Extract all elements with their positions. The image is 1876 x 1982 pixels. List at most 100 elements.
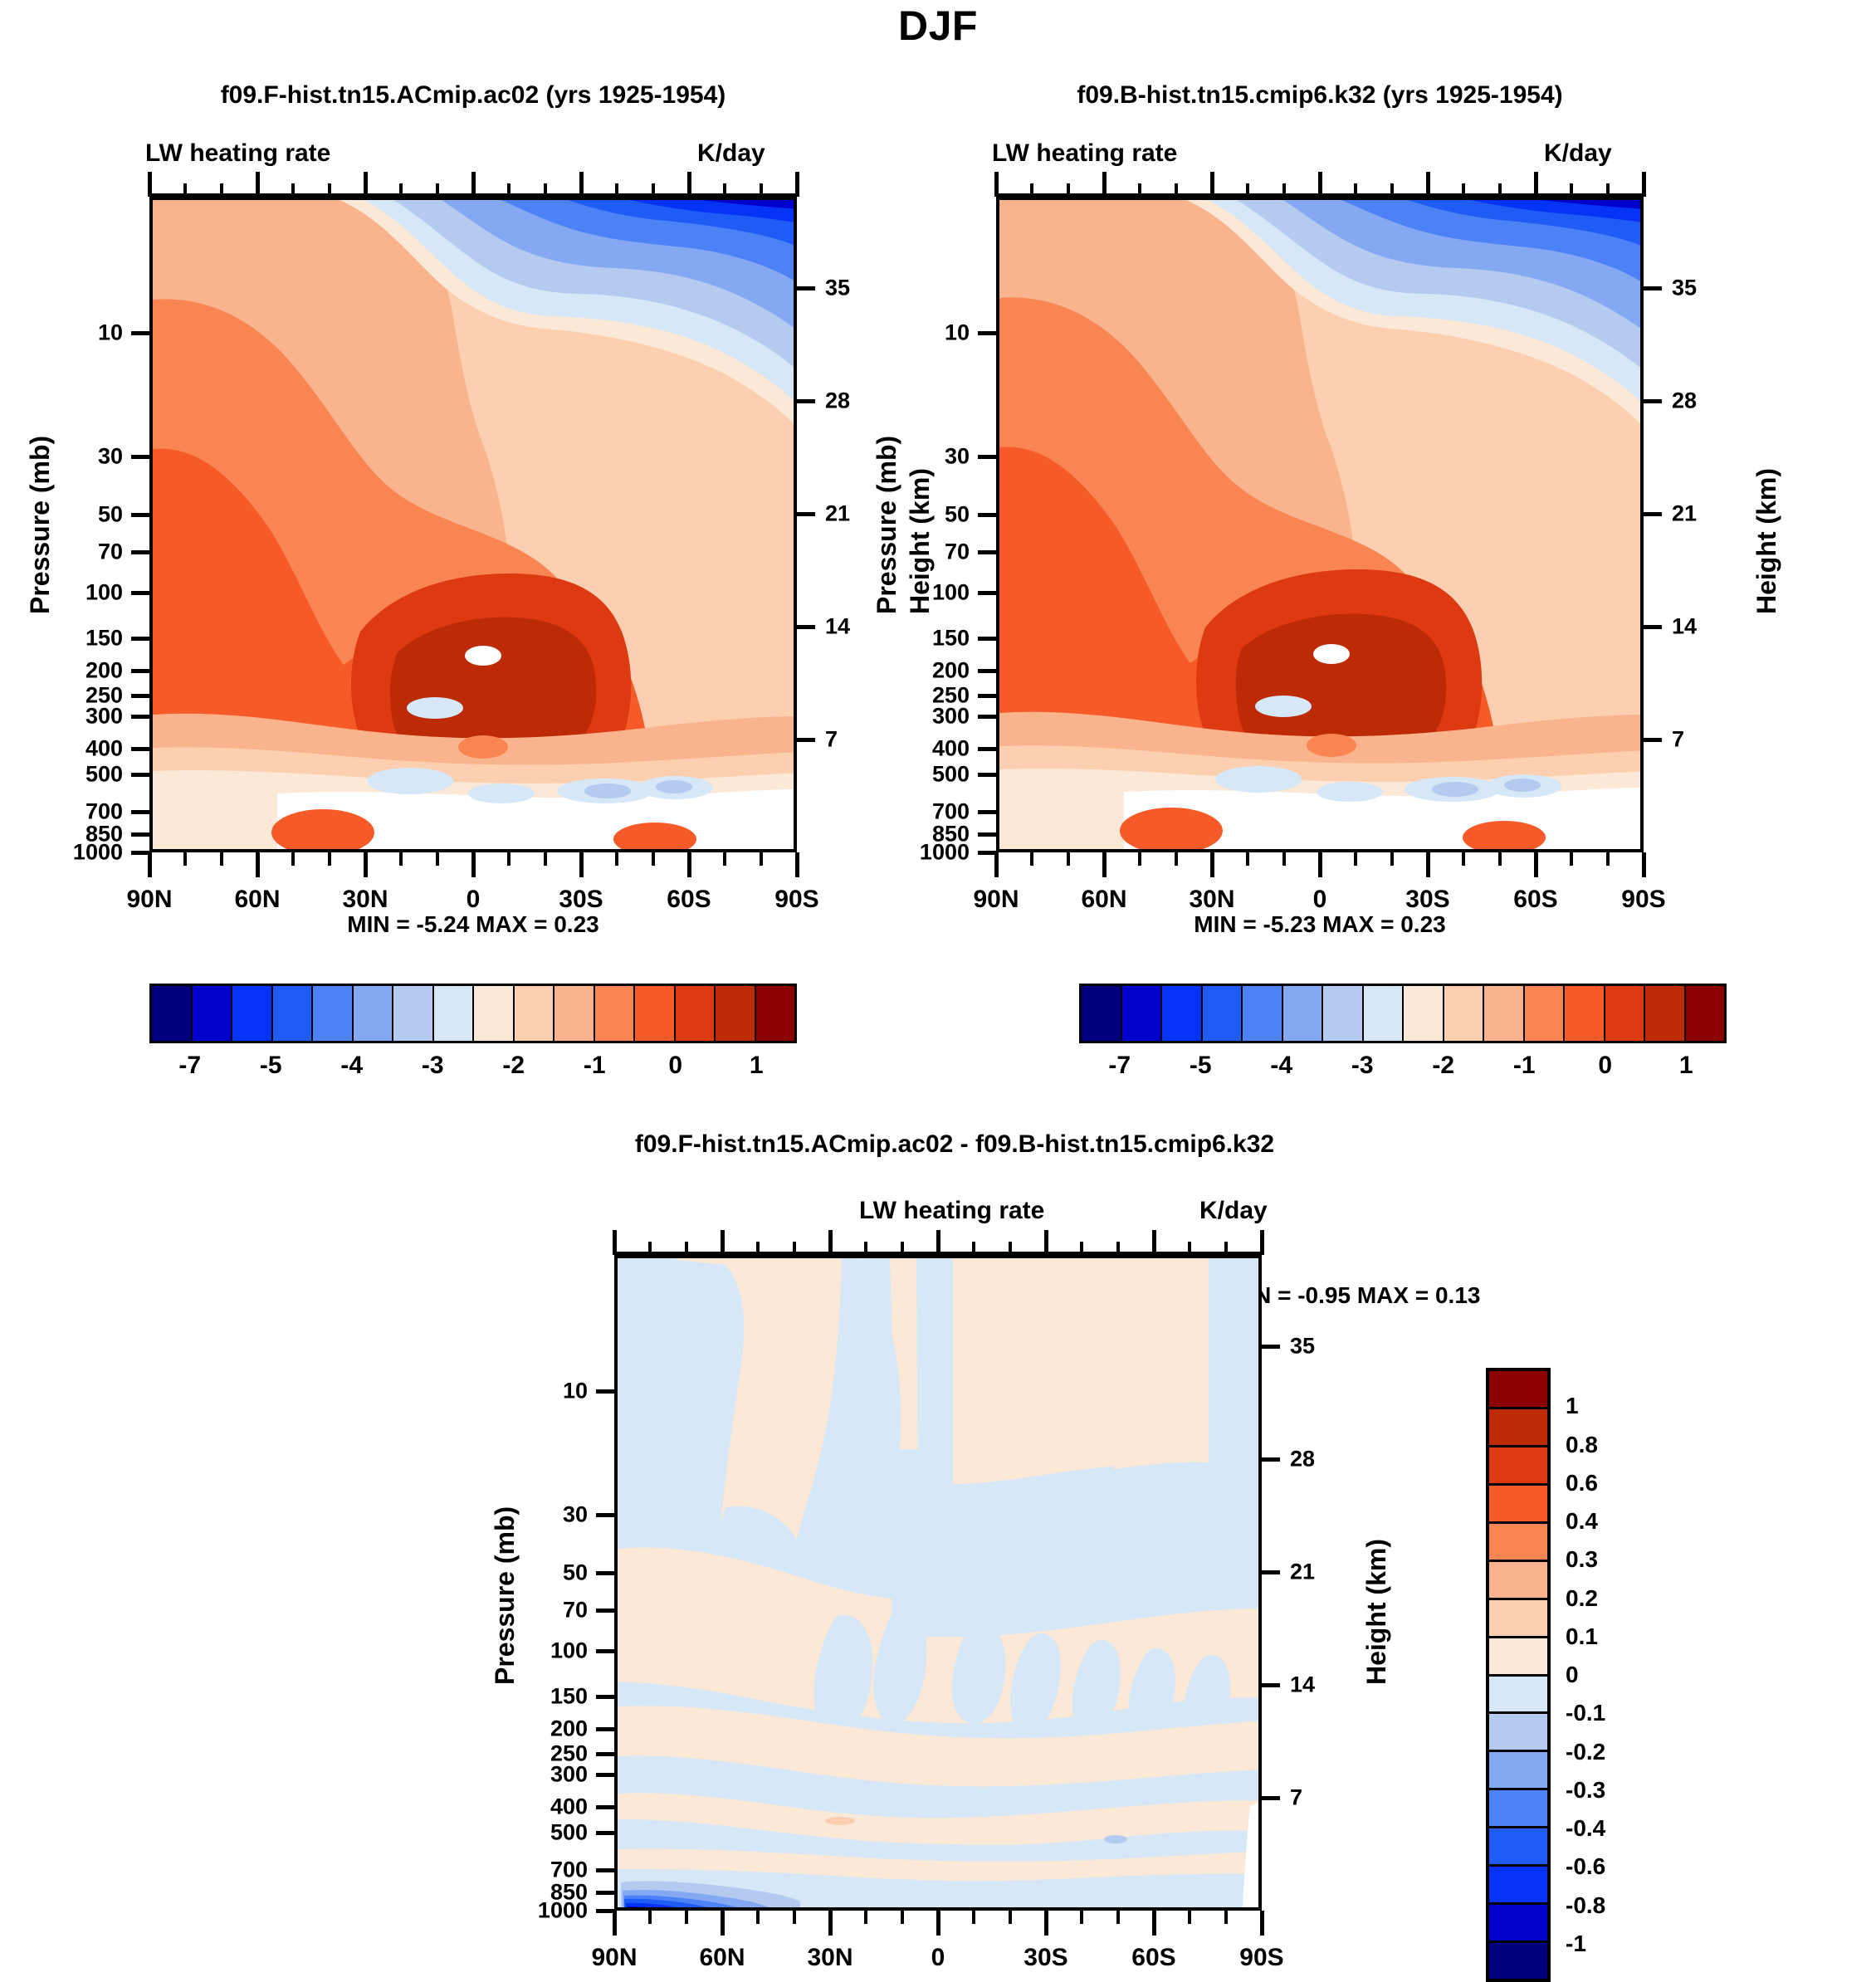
panel-diff-xminor-top: [648, 1242, 652, 1255]
panel-a-xminor: [327, 852, 331, 866]
colorbar-tick-label: -0.3: [1566, 1776, 1606, 1803]
figure-suptitle: DJF: [898, 2, 978, 49]
colorbar-swatch[interactable]: [1404, 986, 1444, 1041]
panel-a-xtick-0: [471, 852, 476, 877]
panel-diff-units-label: K/day: [1199, 1197, 1268, 1224]
colorbar-swatch[interactable]: [1565, 986, 1605, 1041]
colorbar-swatch[interactable]: [232, 986, 273, 1041]
panel-b-ylabel-150: 150: [931, 625, 970, 651]
panel-b-xminor-top: [1138, 183, 1142, 197]
panel-a-xminor: [291, 852, 296, 866]
panel-a-xlabel-60N: 60N: [234, 886, 281, 913]
colorbar-panel-diff[interactable]: [1486, 1368, 1551, 1982]
panel-diff-xminor: [1188, 1911, 1192, 1924]
colorbar-swatch[interactable]: [635, 986, 676, 1041]
panel-b-xtick-60S: [1534, 852, 1538, 877]
panel-b-xminor-top: [1030, 183, 1034, 197]
colorbar-swatch[interactable]: [755, 986, 794, 1041]
panel-a-xtick-60S: [687, 852, 691, 877]
colorbar-swatch[interactable]: [1363, 986, 1404, 1041]
colorbar-swatch[interactable]: [1489, 1714, 1547, 1753]
colorbar-swatch[interactable]: [1489, 1790, 1547, 1829]
colorbar-swatch[interactable]: [1489, 1752, 1547, 1791]
panel-b-units-label: K/day: [1544, 139, 1612, 167]
colorbar-swatch[interactable]: [514, 986, 554, 1041]
colorbar-swatch[interactable]: [1489, 1638, 1547, 1677]
colorbar-swatch[interactable]: [393, 986, 434, 1041]
colorbar-swatch[interactable]: [1489, 1828, 1547, 1867]
panel-b-ylabel-500: 500: [931, 761, 970, 787]
colorbar-swatch[interactable]: [433, 986, 474, 1041]
panel-b-xminor: [1246, 852, 1250, 866]
colorbar-swatch[interactable]: [716, 986, 756, 1041]
colorbar-tick-label: -0.8: [1566, 1892, 1606, 1918]
colorbar-swatch[interactable]: [675, 986, 716, 1041]
colorbar-swatch[interactable]: [1323, 986, 1364, 1041]
panel-a-xminor: [651, 852, 655, 866]
colorbar-swatch[interactable]: [192, 986, 232, 1041]
colorbar-swatch[interactable]: [1489, 1676, 1547, 1715]
panel-diff-yrtick-28: [1262, 1457, 1280, 1462]
colorbar-swatch[interactable]: [554, 986, 595, 1041]
panel-b-ytick-50: [978, 512, 996, 517]
colorbar-swatch[interactable]: [1489, 1905, 1547, 1944]
panel-diff-yrtick-7: [1262, 1796, 1280, 1800]
panel-a-variable-label: LW heating rate: [145, 139, 331, 167]
colorbar-swatch[interactable]: [1444, 986, 1484, 1041]
colorbar-swatch[interactable]: [1489, 1867, 1547, 1906]
panel-b-xminor: [1570, 852, 1574, 866]
colorbar-swatch[interactable]: [1121, 986, 1162, 1041]
colorbar-swatch[interactable]: [1489, 1447, 1547, 1486]
panel-a-units-label: K/day: [697, 139, 765, 167]
panel-a-plot-area: [149, 197, 797, 852]
panel-a-title: f09.F-hist.tn15.ACmip.ac02 (yrs 1925-195…: [220, 81, 726, 109]
colorbar-swatch[interactable]: [1645, 986, 1686, 1041]
panel-diff-ytick-250: [596, 1752, 614, 1757]
panel-diff-yrlabel: Height (km): [1361, 1539, 1391, 1685]
panel-diff-ytick-150: [596, 1695, 614, 1699]
colorbar-swatch[interactable]: [1484, 986, 1525, 1041]
colorbar-swatch[interactable]: [1489, 1561, 1547, 1600]
colorbar-swatch[interactable]: [1489, 1485, 1547, 1524]
panel-b-ylabel-250: 250: [931, 682, 970, 708]
panel-b-xminor: [1138, 852, 1142, 866]
panel-b-xminor: [1605, 852, 1610, 866]
panel-a-ytick-400: [131, 747, 149, 752]
panel-b-ytick-100: [978, 590, 996, 595]
colorbar-tick-label: 0: [1566, 1662, 1579, 1687]
panel-a-contour-svg: [153, 200, 794, 849]
colorbar-swatch[interactable]: [1082, 986, 1122, 1041]
panel-b-title: f09.B-hist.tn15.cmip6.k32 (yrs 1925-1954…: [1077, 81, 1563, 109]
colorbar-swatch[interactable]: [1489, 1371, 1547, 1409]
colorbar-tick-label: 0.6: [1566, 1469, 1598, 1496]
colorbar-swatch[interactable]: [1243, 986, 1283, 1041]
colorbar-swatch[interactable]: [313, 986, 354, 1041]
panel-b-xminor: [1497, 852, 1502, 866]
colorbar-swatch[interactable]: [1162, 986, 1203, 1041]
colorbar-tick-label: 1: [1678, 1052, 1693, 1079]
colorbar-swatch[interactable]: [1489, 1523, 1547, 1562]
colorbar-swatch[interactable]: [594, 986, 635, 1041]
colorbar-swatch[interactable]: [1202, 986, 1243, 1041]
colorbar-swatch[interactable]: [1605, 986, 1645, 1041]
panel-b-ytick-30: [978, 455, 996, 460]
colorbar-panel-a[interactable]: [149, 984, 797, 1043]
colorbar-swatch[interactable]: [1489, 1943, 1547, 1979]
colorbar-swatch[interactable]: [1282, 986, 1323, 1041]
colorbar-swatch[interactable]: [353, 986, 393, 1041]
colorbar-tick-label: 0.8: [1566, 1431, 1598, 1457]
colorbar-swatch[interactable]: [1489, 1408, 1547, 1447]
panel-b-xminor-top: [1066, 183, 1070, 197]
panel-b-xlabel-90N: 90N: [973, 886, 1019, 913]
panel-a-ytick-850: [131, 832, 149, 837]
colorbar-swatch[interactable]: [1524, 986, 1565, 1041]
panel-a-ytick-300: [131, 715, 149, 720]
colorbar-swatch[interactable]: [272, 986, 313, 1041]
panel-a-xminor-top: [183, 183, 188, 197]
colorbar-swatch[interactable]: [474, 986, 515, 1041]
colorbar-swatch[interactable]: [1685, 986, 1724, 1041]
colorbar-swatch[interactable]: [152, 986, 193, 1041]
colorbar-panel-b[interactable]: [1079, 984, 1727, 1043]
colorbar-tick-label: 0.1: [1566, 1623, 1598, 1649]
colorbar-swatch[interactable]: [1489, 1599, 1547, 1638]
